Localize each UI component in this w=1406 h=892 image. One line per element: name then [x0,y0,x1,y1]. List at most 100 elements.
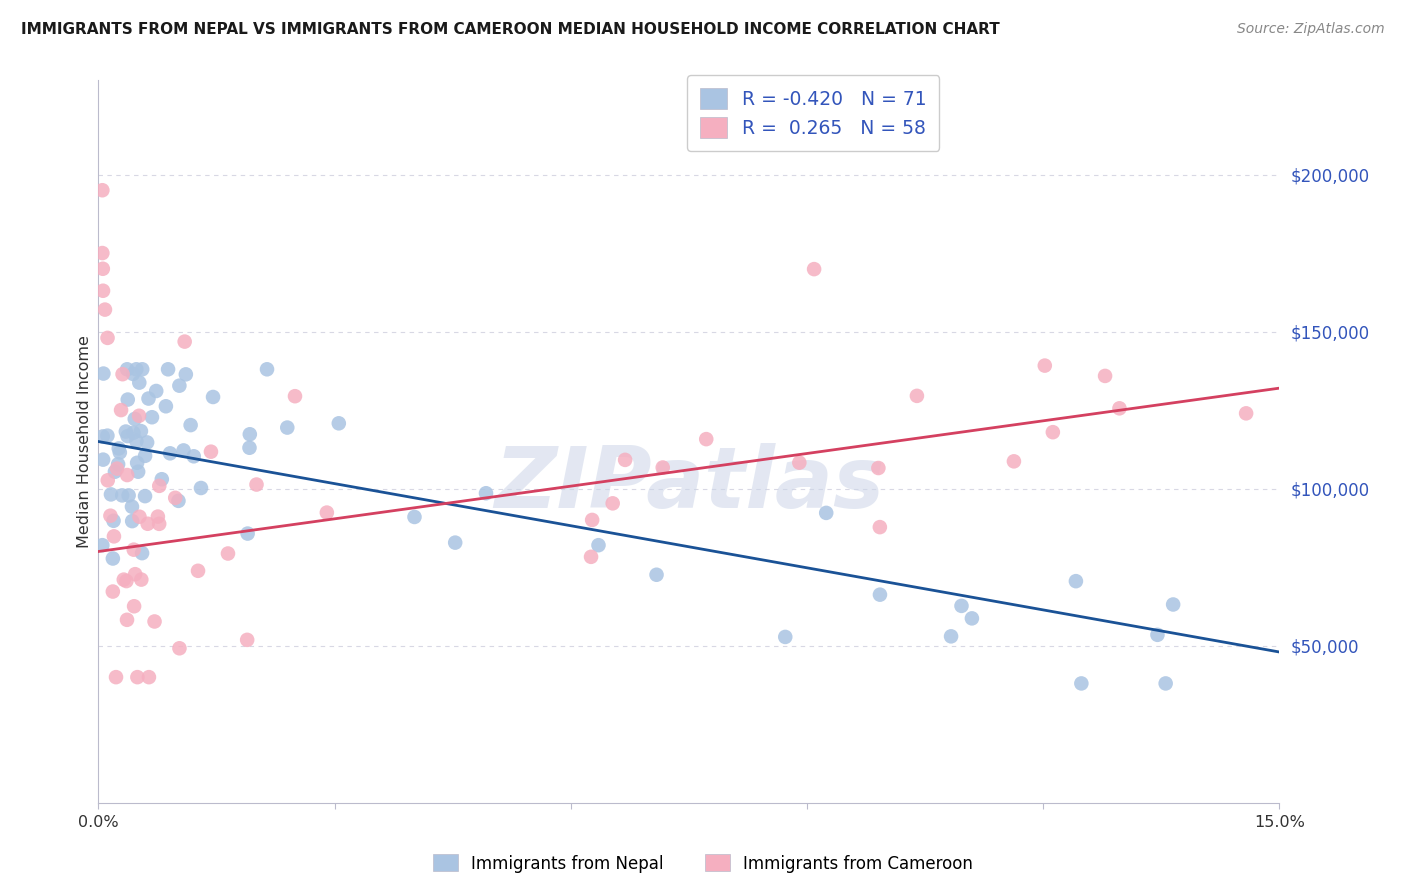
Point [200,444,222,458]
Point [1033,359,1056,373]
Point [939,629,962,643]
Point [103,514,125,528]
Point [138,392,160,406]
Point [148,479,170,493]
Point [1234,406,1257,420]
Point [868,461,890,475]
Point [180,418,202,433]
Point [475,486,498,500]
Point [115,425,138,439]
Point [121,500,143,514]
Point [159,446,181,460]
Point [404,510,426,524]
Point [1064,574,1087,589]
Point [190,481,212,495]
Point [110,403,132,417]
Point [173,334,195,349]
Point [101,584,124,599]
Text: IMMIGRANTS FROM NEPAL VS IMMIGRANTS FROM CAMEROON MEDIAN HOUSEHOLD INCOME CORREL: IMMIGRANTS FROM NEPAL VS IMMIGRANTS FROM… [21,22,1000,37]
Point [93,367,115,381]
Point [94,302,117,317]
Point [169,378,191,392]
Point [117,392,139,407]
Point [105,461,128,475]
Point [284,389,307,403]
Point [134,449,156,463]
Point [131,573,153,587]
Point [111,367,134,381]
Point [115,613,138,627]
Point [167,493,190,508]
Point [328,417,350,431]
Point [128,376,150,390]
Point [124,567,146,582]
Point [91,261,114,276]
Point [187,564,209,578]
Point [101,551,124,566]
Point [695,432,717,446]
Point [588,538,610,552]
Point [1108,401,1130,416]
Point [579,549,602,564]
Point [803,262,825,277]
Point [127,670,149,684]
Point [869,520,891,534]
Point [1070,676,1092,690]
Point [91,246,114,260]
Point [131,362,153,376]
Point [960,611,983,625]
Point [236,632,259,647]
Y-axis label: Median Household Income: Median Household Income [77,335,91,548]
Point [1146,628,1168,642]
Point [127,456,149,470]
Legend: R = -0.420   N = 71, R =  0.265   N = 58: R = -0.420 N = 71, R = 0.265 N = 58 [688,75,939,151]
Point [107,457,129,471]
Point [96,331,118,345]
Point [117,429,139,443]
Point [117,488,139,502]
Point [645,567,668,582]
Point [146,509,169,524]
Point [91,429,114,443]
Point [122,367,145,381]
Point [1042,425,1064,440]
Text: Source: ZipAtlas.com: Source: ZipAtlas.com [1237,22,1385,37]
Point [174,368,197,382]
Point [183,450,205,464]
Point [100,487,122,501]
Point [115,574,138,588]
Point [238,441,260,455]
Point [91,183,114,197]
Point [245,477,267,491]
Point [155,399,177,413]
Point [131,546,153,560]
Point [869,588,891,602]
Point [165,491,187,505]
Point [115,468,138,483]
Point [96,428,118,442]
Point [202,390,225,404]
Point [100,508,122,523]
Point [157,362,180,376]
Point [121,514,143,528]
Point [105,670,128,684]
Point [256,362,278,376]
Point [125,434,148,449]
Point [124,412,146,426]
Point [148,516,170,531]
Point [276,420,298,434]
Point [128,409,150,423]
Point [602,496,624,510]
Point [128,509,150,524]
Point [97,473,120,487]
Point [1094,368,1116,383]
Point [815,506,838,520]
Point [103,529,125,543]
Point [134,489,156,503]
Text: ZIPatlas: ZIPatlas [494,443,884,526]
Point [122,599,145,614]
Point [122,425,145,440]
Point [136,516,159,531]
Point [1161,598,1184,612]
Point [236,526,259,541]
